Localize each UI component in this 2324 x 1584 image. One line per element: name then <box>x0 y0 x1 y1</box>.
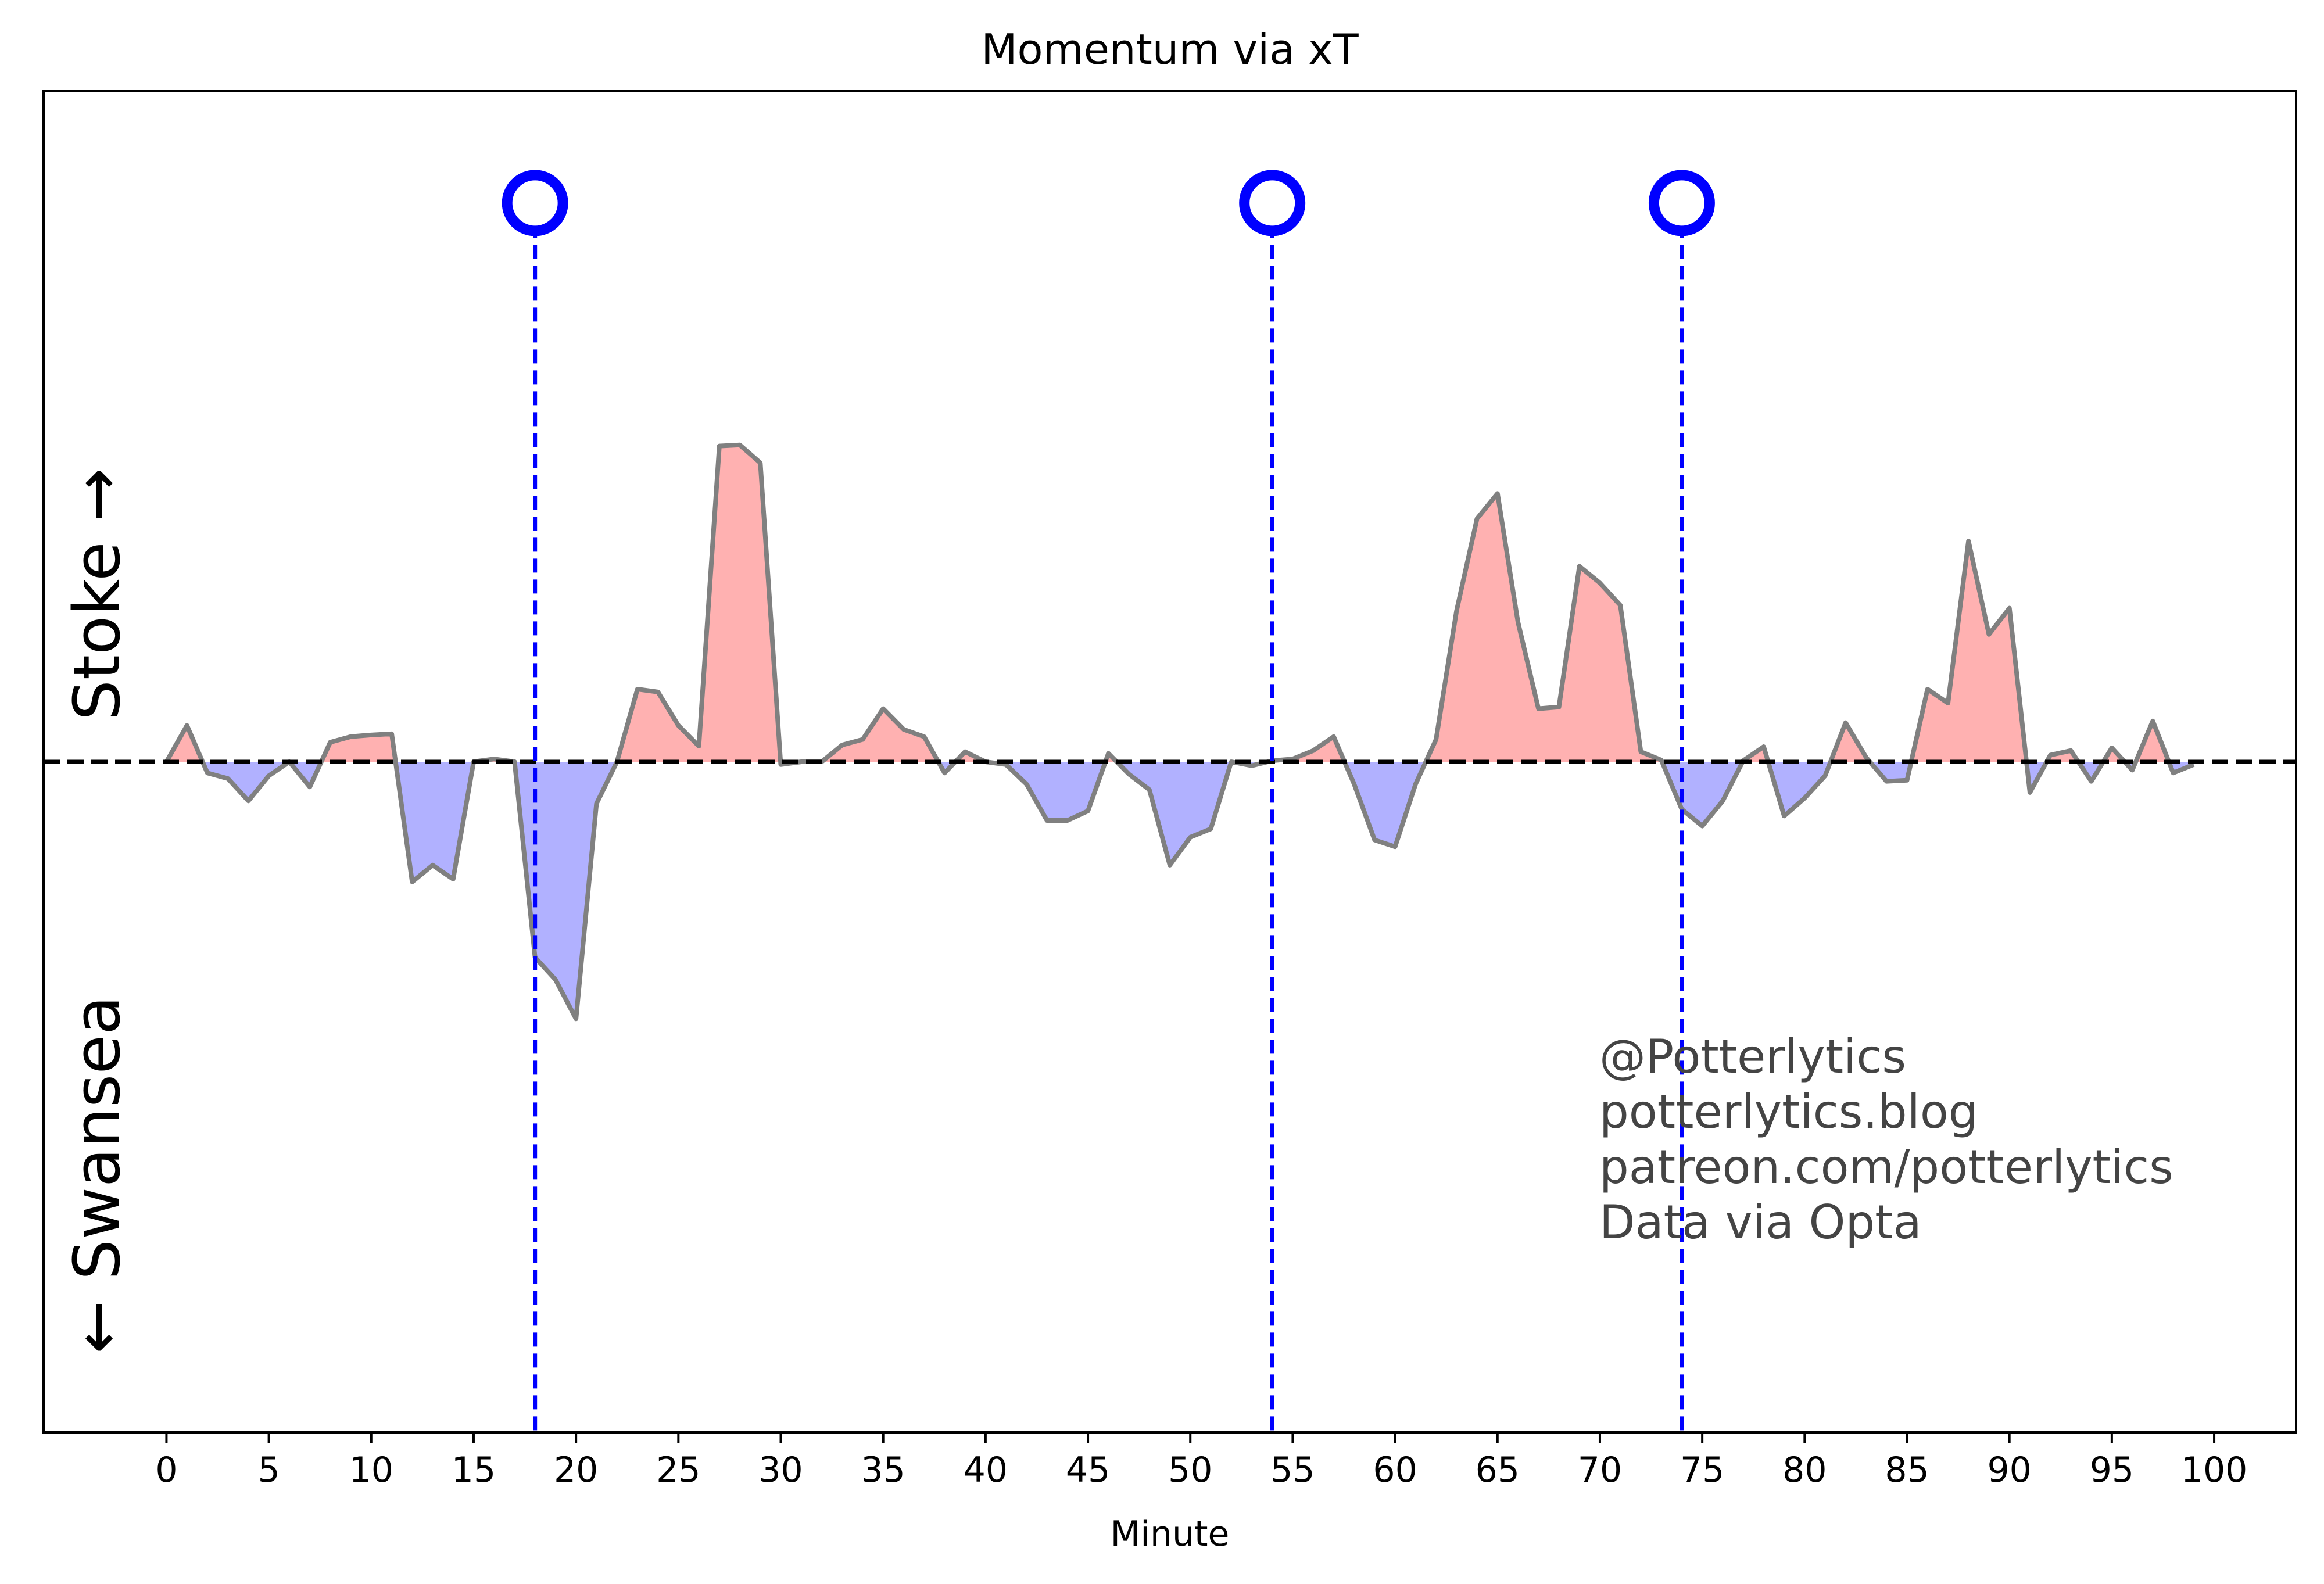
swansea-momentum-area <box>166 762 2194 1019</box>
x-tick-label: 80 <box>1782 1450 1827 1490</box>
x-tick-label: 65 <box>1476 1450 1520 1490</box>
x-tick-label: 85 <box>1885 1450 1929 1490</box>
x-tick-label: 30 <box>758 1450 803 1490</box>
stoke-direction-label: Stoke → <box>60 468 134 721</box>
x-tick-label: 25 <box>656 1450 700 1490</box>
credits-block: @Potterlytics potterlytics.blog patreon.… <box>1599 1030 2173 1249</box>
x-tick-label: 60 <box>1373 1450 1417 1490</box>
swansea-direction-label: ← Swansea <box>60 996 134 1354</box>
x-tick-label: 5 <box>258 1450 280 1490</box>
x-tick-label: 70 <box>1578 1450 1622 1490</box>
x-tick-label: 75 <box>1680 1450 1724 1490</box>
x-tick-label: 95 <box>2090 1450 2134 1490</box>
x-axis-ticks: 0 5 10 15 20 25 30 35 40 45 50 55 60 65 70 75 80 85 90 95 10… <box>155 1432 2247 1490</box>
x-tick-label: 15 <box>452 1450 496 1490</box>
goal-marker <box>1648 170 1715 236</box>
credit-data-source: Data via Opta <box>1599 1195 1922 1249</box>
x-axis-label: Minute <box>1111 1514 1230 1554</box>
credit-blog: potterlytics.blog <box>1599 1085 1978 1139</box>
x-tick-label: 0 <box>155 1450 177 1490</box>
chart-title: Momentum via xT <box>981 25 1359 74</box>
x-tick-label: 45 <box>1066 1450 1110 1490</box>
x-tick-label: 55 <box>1270 1450 1315 1490</box>
x-tick-label: 35 <box>861 1450 905 1490</box>
x-tick-label: 90 <box>1988 1450 2032 1490</box>
x-tick-label: 40 <box>964 1450 1008 1490</box>
stoke-momentum-area <box>166 445 2194 762</box>
momentum-fills <box>166 445 2194 1019</box>
plot-frame <box>42 90 2297 1434</box>
x-tick-label: 100 <box>2181 1450 2248 1490</box>
credit-twitter: @Potterlytics <box>1599 1030 1906 1084</box>
goal-marker <box>1239 170 1306 236</box>
x-tick-label: 20 <box>554 1450 598 1490</box>
x-tick-label: 50 <box>1168 1450 1212 1490</box>
credit-patreon: patreon.com/potterlytics <box>1599 1140 2173 1194</box>
x-tick-label: 10 <box>349 1450 393 1490</box>
goal-marker <box>502 170 568 236</box>
goal-markers <box>502 170 1715 1432</box>
